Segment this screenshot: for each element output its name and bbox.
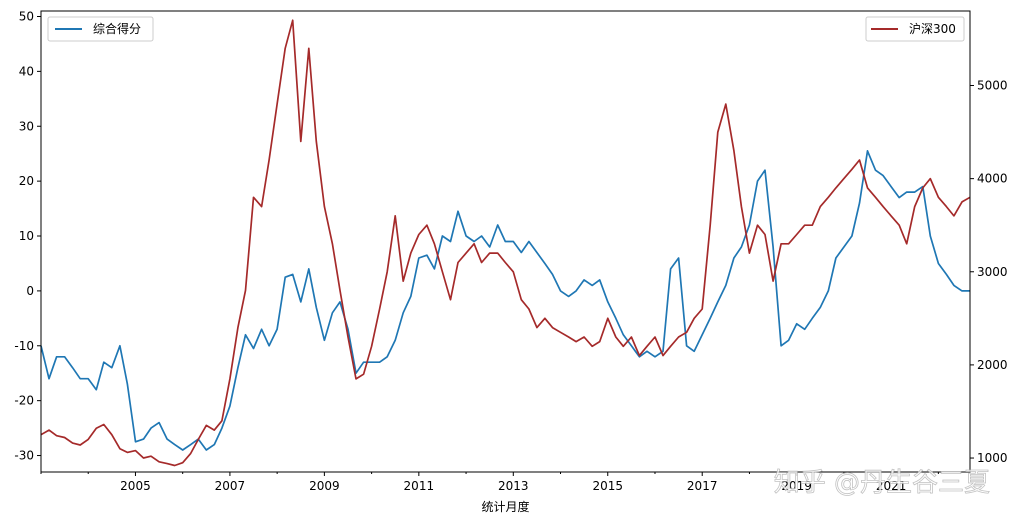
legend-right: 沪深300 [865,16,965,42]
left-tick-label: 30 [19,119,34,133]
legend-left-label: 综合得分 [93,21,141,36]
legend-right-label: 沪深300 [909,22,956,36]
right-tick-label: 2000 [977,358,1008,372]
legend-left-box [47,16,154,42]
right-tick-label: 5000 [977,79,1008,93]
plot-frame [40,10,971,473]
legend-left: 综合得分 [47,16,154,42]
x-tick-label: 2007 [215,479,246,493]
right-tick-label: 1000 [977,451,1008,465]
left-tick-label: -10 [14,339,34,353]
x-tick-label: 2015 [592,479,623,493]
x-tick-label: 2011 [404,479,435,493]
left-tick-label: 40 [19,64,34,78]
series-line-composite-score [40,150,970,451]
right-axis-ticks: 5000 4000 3000 2000 1000 [970,79,1008,465]
series-layer [40,19,971,467]
watermark: 知乎 @丹生谷三夏 [774,468,990,498]
series-line-csi300 [40,19,971,467]
left-tick-label: -20 [14,394,34,408]
left-tick-label: 0 [26,284,34,298]
x-tick-label: 2019 [781,479,812,493]
x-tick-label: 2013 [498,479,529,493]
x-axis-ticks: 2005 2007 2009 2011 2013 2015 2017 2019 2021 [40,472,939,493]
legend-right-box [865,16,965,42]
x-tick-label: 2005 [120,479,151,493]
x-axis-title: 统计月度 [481,499,529,514]
x-tick-label: 2017 [687,479,718,493]
left-tick-label: 10 [19,229,34,243]
left-tick-label: 50 [19,9,34,23]
x-tick-label: 2021 [876,479,907,493]
left-tick-label: 20 [19,174,34,188]
x-tick-label: 2009 [309,479,340,493]
right-tick-label: 4000 [977,172,1008,186]
right-tick-label: 3000 [977,265,1008,279]
left-tick-label: -30 [14,449,34,463]
left-axis-ticks: 50 40 30 20 10 0 -10 -20 -30 [14,9,41,463]
